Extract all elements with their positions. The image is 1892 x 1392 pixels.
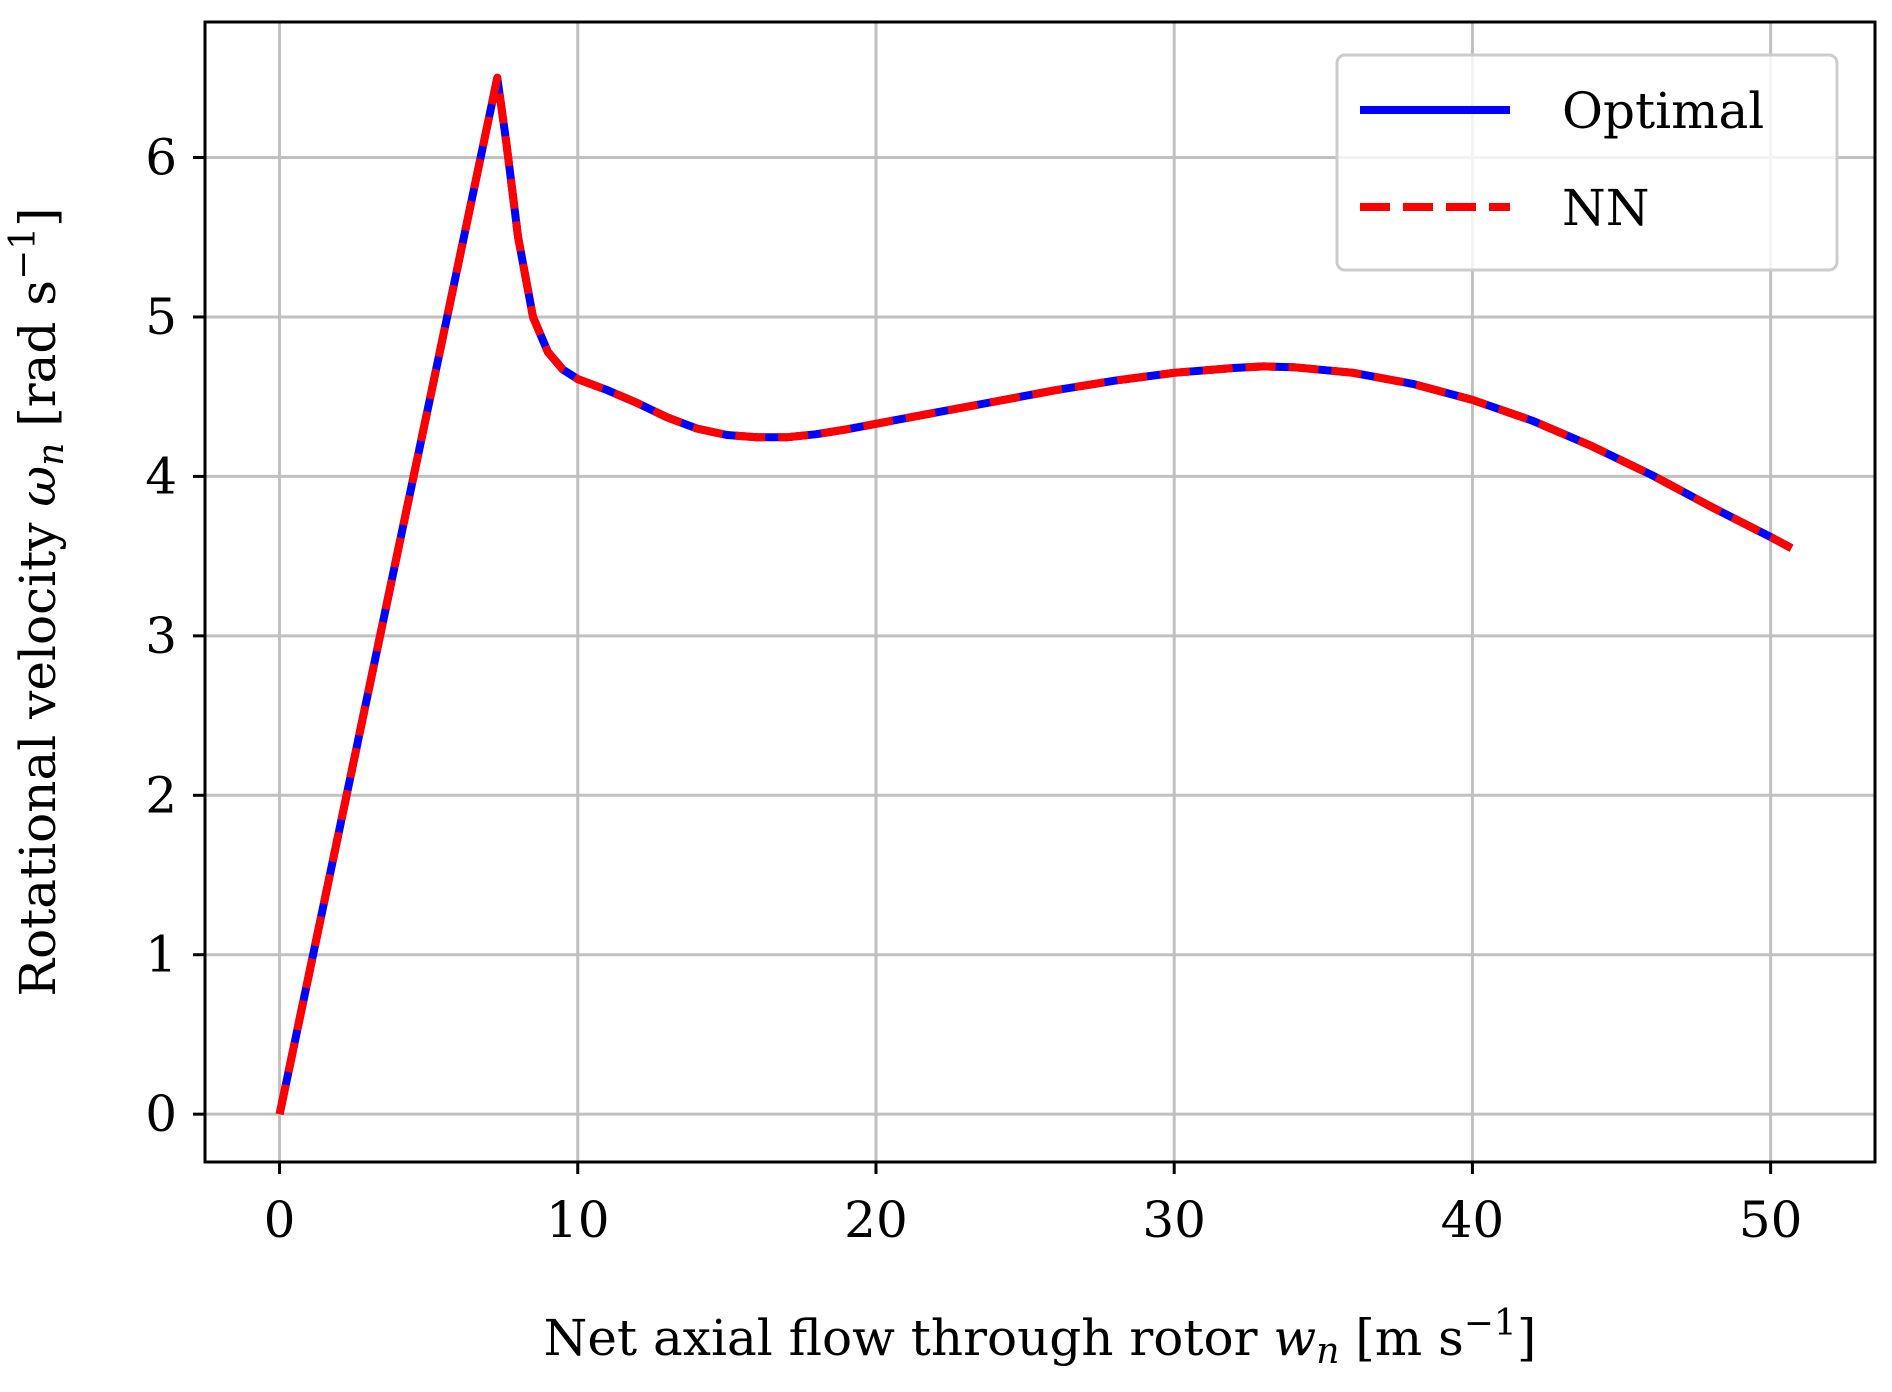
x-axis-label-prefix: Net axial flow through rotor bbox=[544, 1309, 1274, 1367]
x-tick-label: 20 bbox=[844, 1191, 908, 1249]
legend-label-optimal: Optimal bbox=[1562, 82, 1764, 140]
x-tick-label: 30 bbox=[1142, 1191, 1206, 1249]
x-axis-label-subscript: n bbox=[1316, 1331, 1339, 1372]
legend-label-nn: NN bbox=[1562, 179, 1650, 237]
y-axis-label-symbol: ω bbox=[9, 466, 67, 507]
y-tick-label: 2 bbox=[145, 766, 177, 824]
y-tick-label: 1 bbox=[145, 926, 177, 984]
y-axis-label: Rotational velocity ωn [rad s−1] bbox=[3, 207, 72, 996]
x-tick-label: 50 bbox=[1739, 1191, 1803, 1249]
y-tick-label: 6 bbox=[145, 129, 177, 187]
x-axis-label: Net axial flow through rotor wn [m s−1] bbox=[544, 1303, 1537, 1372]
series-layer bbox=[275, 73, 1794, 1116]
x-tick-label: 10 bbox=[546, 1191, 610, 1249]
axis-ticks: 0 10 20 30 40 50 0 1 2 3 4 5 6 bbox=[145, 129, 1802, 1249]
x-axis-label-unit-open: [m s bbox=[1339, 1309, 1463, 1367]
x-axis-label-symbol: w bbox=[1273, 1309, 1316, 1367]
plot-frame bbox=[203, 20, 1877, 1164]
x-axis-label-unit-exp: −1 bbox=[1464, 1303, 1517, 1344]
x-axis-label-unit-close: ] bbox=[1517, 1309, 1537, 1367]
grid-lines bbox=[205, 22, 1875, 1162]
y-axis-label-subscript: n bbox=[31, 443, 72, 466]
y-axis-label-unit-close: ] bbox=[9, 207, 67, 227]
y-tick-label: 4 bbox=[145, 447, 177, 505]
y-tick-label: 3 bbox=[145, 607, 177, 665]
series-line-nn bbox=[275, 73, 1794, 1116]
x-tick-label: 40 bbox=[1441, 1191, 1505, 1249]
y-tick-label: 0 bbox=[145, 1085, 177, 1143]
y-axis-label-unit-exp: −1 bbox=[3, 227, 44, 280]
x-tick-label: 0 bbox=[264, 1191, 296, 1249]
y-axis-label-prefix: Rotational velocity bbox=[9, 507, 67, 997]
legend: Optimal NN bbox=[1335, 53, 1839, 272]
y-tick-label: 5 bbox=[145, 288, 177, 346]
y-axis-label-unit-open: [rad s bbox=[9, 280, 67, 443]
